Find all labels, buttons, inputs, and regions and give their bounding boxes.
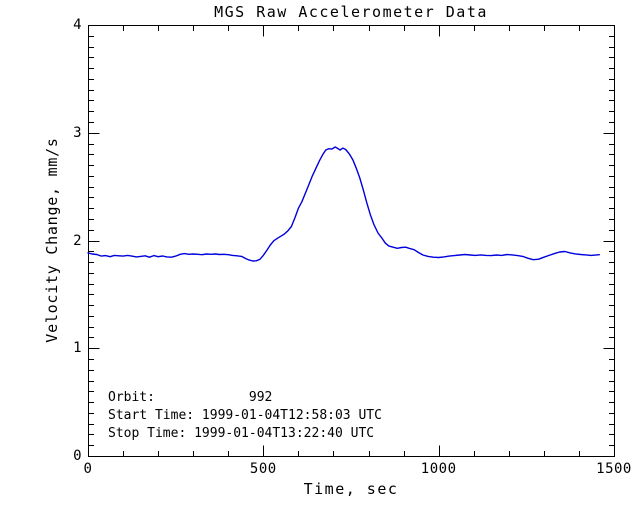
- annotation-stop-time: Stop Time: 1999-01-04T13:22:40 UTC: [108, 426, 375, 441]
- annotation-start-time: Start Time: 1999-01-04T12:58:03 UTC: [108, 408, 382, 423]
- x-axis-label: Time, sec: [303, 480, 399, 498]
- y-tick-label-1: 1: [73, 340, 82, 357]
- y-tick-label-2: 2: [73, 232, 82, 249]
- x-tick-label-1000: 1000: [420, 461, 457, 477]
- annotation-orbit: Orbit: 992: [108, 390, 273, 405]
- y-tick-label-3: 3: [73, 124, 82, 141]
- annotation-block: Orbit: 992 Start Time: 1999-01-04T12:58:…: [108, 389, 382, 443]
- data-curve-velocity_change_mm_per_s: [87, 146, 600, 262]
- x-tick-label-0: 0: [83, 461, 93, 477]
- x-tick-label-1500: 1500: [596, 461, 632, 477]
- y-tick-label-0: 0: [73, 448, 82, 464]
- y-tick-label-4: 4: [73, 17, 82, 33]
- chart-title: MGS Raw Accelerometer Data: [214, 3, 488, 21]
- x-tick-label-500: 500: [249, 461, 277, 477]
- axes-box-and-ticks: [88, 25, 615, 457]
